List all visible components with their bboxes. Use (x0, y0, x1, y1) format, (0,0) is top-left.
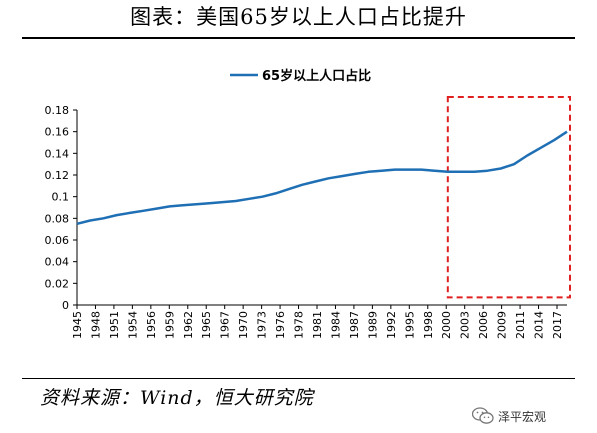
y-tick-label: 0.08 (45, 212, 70, 225)
y-tick-label: 0.16 (45, 126, 70, 139)
y-axis: 0 0.02 0.04 0.06 0.08 0.1 0.12 0.14 0.16 0.18 (45, 104, 78, 312)
y-tick-label: 0.06 (45, 234, 70, 247)
x-tick-label: 1954 (126, 311, 139, 339)
x-tick-label: 1998 (422, 311, 435, 339)
x-tick-label: 1959 (163, 311, 176, 339)
x-tick-label: 1970 (237, 311, 250, 339)
x-tick-label: 1978 (293, 311, 306, 339)
x-tick-label: 1995 (403, 311, 416, 339)
wechat-badge: 泽平宏观 (472, 407, 546, 425)
footer-divider (22, 378, 575, 379)
x-tick-label: 1981 (311, 311, 324, 339)
x-tick-label: 1976 (274, 311, 287, 339)
x-tick-label: 2006 (477, 311, 490, 339)
x-tick-label: 1984 (329, 311, 342, 339)
y-tick-label: 0.04 (45, 256, 70, 269)
x-tick-label: 2003 (459, 311, 472, 339)
source-note: 资料来源：Wind，恒大研究院 (40, 387, 314, 409)
series-line-0 (76, 130, 568, 226)
header-divider (22, 37, 575, 39)
header: 图表：美国65岁以上人口占比提升 (0, 0, 597, 39)
x-tick-label: 1989 (366, 311, 379, 339)
x-tick-label: 1992 (385, 311, 398, 339)
y-tick-label: 0.14 (45, 147, 70, 160)
x-tick-label: 1956 (145, 311, 158, 339)
y-tick-label: 0.1 (52, 191, 70, 204)
wechat-icon (472, 407, 494, 424)
x-tick-label: 2014 (533, 311, 546, 339)
x-tick-label: 2017 (551, 311, 564, 339)
x-tick-label: 1962 (182, 311, 195, 339)
y-tick-label: 0.12 (45, 169, 70, 182)
x-axis: 1945 1948 1951 1954 1956 1959 1962 1965 1967 1970… (71, 304, 567, 339)
x-tick-label: 1973 (256, 311, 269, 339)
x-tick-label: 1965 (200, 311, 213, 339)
wechat-label: 泽平宏观 (498, 409, 547, 424)
chart-legend: 65岁以上人口占比 (230, 68, 371, 84)
y-tick-label: 0.02 (45, 277, 70, 290)
y-tick-label: 0.18 (45, 104, 70, 117)
x-tick-label: 2009 (496, 311, 509, 339)
footer: 资料来源：Wind，恒大研究院 泽平宏观 (0, 368, 597, 433)
x-tick-label: 2011 (514, 311, 527, 339)
line-chart: 65岁以上人口占比 0 0.02 0.04 0.06 0.08 0.1 0.12 0.14 0.… (45, 68, 572, 339)
plot-area (76, 130, 568, 226)
highlight-box-group (446, 96, 572, 299)
x-tick-label: 1951 (108, 311, 121, 339)
x-tick-label: 1967 (219, 311, 232, 339)
y-tick-label: 0 (62, 299, 69, 312)
x-tick-label: 2000 (440, 311, 453, 339)
x-tick-label: 1987 (348, 311, 361, 339)
legend-label: 65岁以上人口占比 (262, 68, 371, 84)
highlight-box (446, 96, 572, 299)
x-tick-label: 1945 (71, 311, 84, 339)
x-tick-label: 1948 (89, 311, 102, 339)
page-title: 图表：美国65岁以上人口占比提升 (130, 5, 467, 29)
